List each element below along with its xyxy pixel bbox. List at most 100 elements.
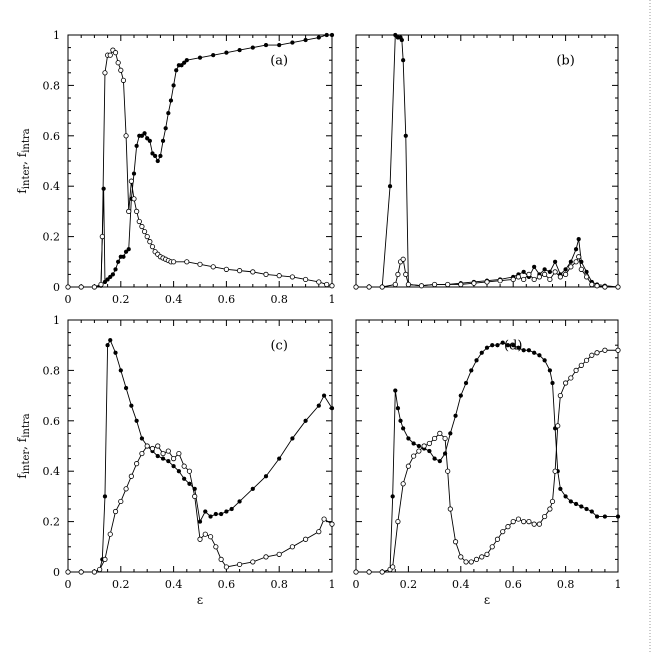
data-point [390, 564, 396, 570]
data-point [321, 393, 327, 398]
x-tick-label: 0.6 [218, 293, 236, 306]
data-point [547, 276, 553, 283]
data-point [224, 50, 229, 55]
data-point [211, 53, 216, 58]
data-point [479, 554, 485, 560]
data-point [250, 269, 256, 275]
data-point [149, 244, 156, 250]
data-point [97, 566, 103, 573]
data-point [112, 50, 119, 56]
data-point [563, 494, 568, 499]
x-axis-label: ε [484, 593, 490, 607]
data-point [366, 284, 372, 290]
data-point [139, 450, 145, 457]
data-point [186, 468, 193, 474]
data-point [447, 506, 453, 512]
data-point [263, 42, 269, 48]
data-point [155, 453, 160, 459]
data-point [155, 158, 160, 164]
data-point [555, 423, 561, 429]
y-tick-label: 0.4 [43, 180, 61, 193]
data-point [366, 569, 372, 575]
data-point [303, 37, 308, 43]
y-tick-label: 0.8 [43, 79, 61, 92]
data-point [171, 83, 176, 88]
data-point [197, 536, 203, 542]
data-point [107, 52, 113, 58]
data-point [583, 274, 590, 280]
data-point [468, 559, 474, 565]
data-point [174, 68, 179, 73]
data-point [123, 133, 129, 139]
data-point [589, 509, 594, 514]
data-point [573, 247, 579, 252]
data-point [276, 273, 282, 279]
data-point [78, 569, 84, 575]
data-point [113, 267, 118, 272]
data-point [134, 208, 140, 214]
data-point [416, 448, 422, 454]
series-line [68, 49, 333, 288]
data-point [405, 463, 411, 469]
x-tick-label: 1 [615, 578, 622, 591]
data-point [552, 269, 558, 275]
data-point [147, 239, 153, 245]
x-tick-label: 0.8 [270, 578, 288, 591]
y-tick-label: 0 [53, 281, 60, 294]
data-point [202, 531, 208, 537]
data-point [505, 343, 511, 348]
data-point [131, 196, 137, 202]
series-line [68, 34, 332, 288]
data-point [237, 268, 243, 274]
data-point [416, 443, 422, 449]
data-point [579, 504, 584, 509]
data-point [442, 435, 448, 442]
data-point [573, 259, 579, 265]
data-point [562, 380, 569, 386]
series-2-open [65, 47, 335, 290]
data-point [484, 279, 490, 285]
data-point [136, 218, 142, 225]
data-point [105, 277, 110, 282]
data-point [463, 559, 469, 565]
data-point [531, 276, 537, 283]
data-point [237, 47, 242, 53]
data-point [393, 32, 398, 38]
data-point [594, 350, 600, 356]
data-point [557, 274, 563, 280]
data-point [223, 564, 229, 570]
data-point [494, 536, 501, 542]
series-1-filled [65, 32, 335, 290]
data-point [123, 385, 129, 391]
data-point [263, 474, 269, 479]
data-point [562, 271, 569, 277]
data-point [558, 486, 563, 491]
x-tick-label: 0.2 [400, 578, 418, 591]
data-point [134, 461, 140, 467]
data-point [516, 345, 521, 350]
x-axis-label: ε [197, 593, 203, 607]
data-point [437, 458, 442, 464]
data-point [120, 77, 127, 83]
data-point [387, 184, 393, 189]
data-point [166, 110, 171, 116]
data-point [421, 443, 427, 449]
data-point [536, 274, 543, 280]
data-point [395, 406, 401, 411]
data-point [181, 463, 187, 469]
data-point [474, 358, 479, 363]
data-point [505, 524, 511, 530]
data-point [139, 133, 145, 138]
data-point [316, 529, 322, 535]
data-point [576, 236, 581, 242]
data-point [171, 455, 177, 462]
data-point [126, 208, 132, 214]
data-point [65, 569, 71, 575]
data-point [594, 283, 600, 289]
data-point [521, 269, 526, 275]
data-point [563, 267, 568, 272]
data-point [144, 234, 150, 240]
data-point [78, 284, 84, 290]
chart-panels: 0 0.2 0.4 0.6 0.8 100.20.40.60.81(a)finter, f… [15, 29, 622, 607]
